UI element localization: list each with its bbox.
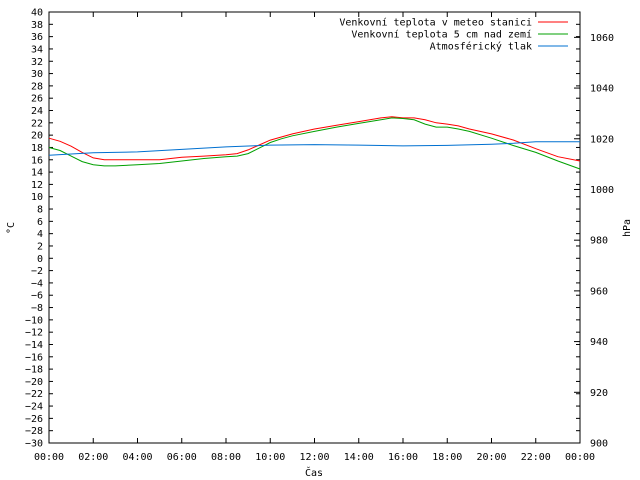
y-tick-label: −24 bbox=[25, 402, 43, 413]
y-tick-label: 40 bbox=[31, 8, 43, 19]
y-tick-label: 22 bbox=[31, 118, 43, 129]
y-tick-label: 24 bbox=[31, 106, 43, 117]
y-tick-label: −2 bbox=[31, 266, 43, 277]
x-tick-label: 08:00 bbox=[211, 452, 241, 463]
x-tick-label: 12:00 bbox=[299, 452, 329, 463]
legend-label-1: Venkovní teplota v meteo stanici bbox=[339, 17, 532, 29]
y-tick-label: 4 bbox=[37, 229, 43, 240]
y-tick-label: 30 bbox=[31, 69, 43, 80]
y-tick-label: 20 bbox=[31, 131, 43, 142]
x-tick-label: 06:00 bbox=[167, 452, 197, 463]
y2-tick-label: 1020 bbox=[590, 134, 614, 145]
x-tick-label: 14:00 bbox=[344, 452, 374, 463]
y-tick-label: −18 bbox=[25, 365, 43, 376]
y-tick-label: −8 bbox=[31, 303, 43, 314]
y-tick-label: 26 bbox=[31, 94, 43, 105]
y-tick-label: −12 bbox=[25, 328, 43, 339]
y2-tick-label: 980 bbox=[590, 236, 608, 247]
y2-tick-label: 1060 bbox=[590, 33, 614, 44]
x-tick-label: 02:00 bbox=[78, 452, 108, 463]
y-tick-label: −30 bbox=[25, 439, 43, 450]
y2-tick-label: 900 bbox=[590, 439, 608, 450]
y-tick-label: 12 bbox=[31, 180, 43, 191]
y-tick-label: 36 bbox=[31, 32, 43, 43]
y-tick-label: 32 bbox=[31, 57, 43, 68]
series-line-3 bbox=[48, 141, 580, 156]
legend: Venkovní teplota v meteo staniciVenkovní… bbox=[339, 17, 568, 53]
y-tick-label: −6 bbox=[31, 291, 43, 302]
x-tick-label: 20:00 bbox=[476, 452, 506, 463]
y-tick-label: 16 bbox=[31, 155, 43, 166]
y-tick-label: −14 bbox=[25, 340, 43, 351]
x-tick-label: 04:00 bbox=[122, 452, 152, 463]
y-tick-label: 0 bbox=[37, 254, 43, 265]
y-tick-label: 14 bbox=[31, 168, 43, 179]
y-tick-label: 38 bbox=[31, 20, 43, 31]
x-tick-label: 18:00 bbox=[432, 452, 462, 463]
y2-tick-label: 920 bbox=[590, 388, 608, 399]
y-tick-label: 28 bbox=[31, 81, 43, 92]
y2-tick-label: 1000 bbox=[590, 185, 614, 196]
x-tick-label: 16:00 bbox=[388, 452, 418, 463]
x-axis-label: Čas bbox=[305, 466, 323, 479]
plot-frame bbox=[48, 11, 581, 444]
y-tick-label: 34 bbox=[31, 44, 43, 55]
y-tick-label: 2 bbox=[37, 241, 43, 252]
y-tick-label: 10 bbox=[31, 192, 43, 203]
y-tick-label: −4 bbox=[31, 278, 43, 289]
y2-tick-label: 1040 bbox=[590, 84, 614, 95]
x-tick-label: 22:00 bbox=[521, 452, 551, 463]
legend-label-2: Venkovní teplota 5 cm nad zemí bbox=[351, 29, 532, 41]
x-tick-label: 00:00 bbox=[34, 452, 64, 463]
y-tick-label: −22 bbox=[25, 389, 43, 400]
y-tick-label: −28 bbox=[25, 426, 43, 437]
y-tick-label: 8 bbox=[37, 205, 43, 216]
x-tick-label: 00:00 bbox=[565, 452, 595, 463]
series-line-2 bbox=[48, 117, 581, 170]
legend-label-3: Atmosférický tlak bbox=[430, 41, 532, 53]
y-axis-label: °C bbox=[6, 222, 17, 234]
y-tick-label: 6 bbox=[37, 217, 43, 228]
y-tick-label: −26 bbox=[25, 414, 43, 425]
x-tick-label: 10:00 bbox=[255, 452, 285, 463]
y-tick-label: −16 bbox=[25, 352, 43, 363]
y-tick-label: −10 bbox=[25, 315, 43, 326]
y2-tick-label: 960 bbox=[590, 286, 608, 297]
y-tick-label: 18 bbox=[31, 143, 43, 154]
y2-tick-label: 940 bbox=[590, 337, 608, 348]
y-tick-label: −20 bbox=[25, 377, 43, 388]
series-line-1 bbox=[48, 116, 581, 162]
y2-axis-label: hPa bbox=[622, 219, 633, 237]
